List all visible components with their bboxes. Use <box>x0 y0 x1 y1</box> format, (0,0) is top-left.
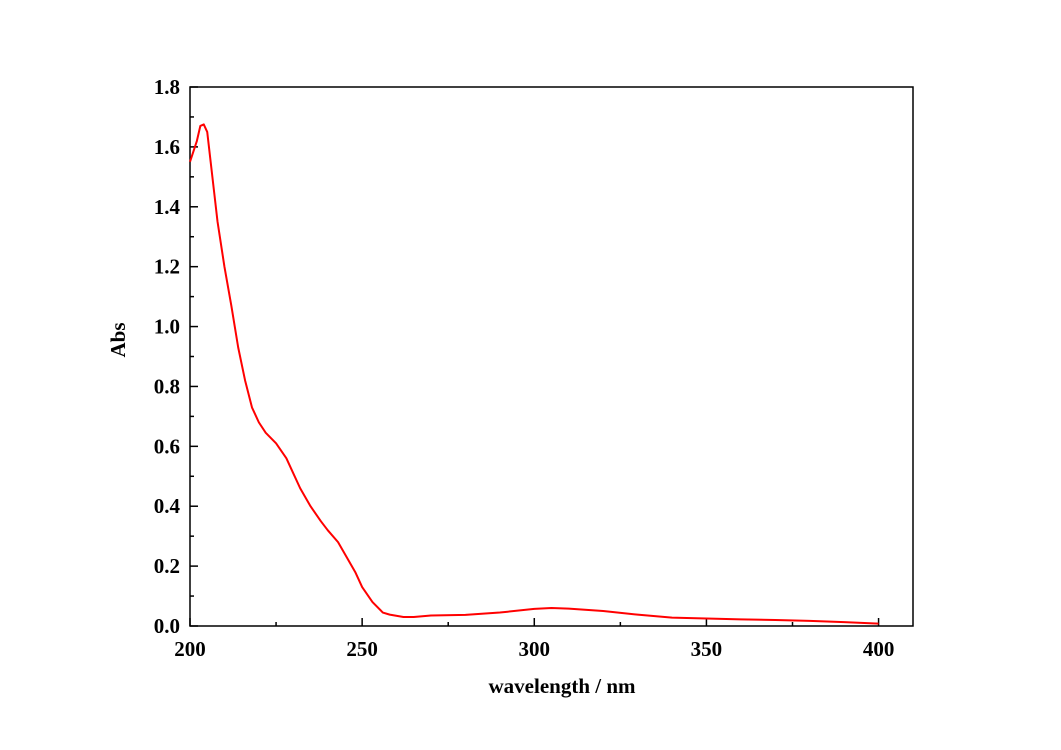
x-axis-title: wavelength / nm <box>489 674 637 698</box>
y-axis-title: Abs <box>106 322 130 357</box>
y-tick-label: 0.8 <box>154 374 180 398</box>
y-tick-label: 0.6 <box>154 434 180 458</box>
x-tick-label: 250 <box>346 637 378 661</box>
x-tick-label: 300 <box>519 637 551 661</box>
x-tick-label: 350 <box>691 637 723 661</box>
y-tick-label: 1.8 <box>154 75 180 99</box>
y-tick-label: 1.0 <box>154 315 180 339</box>
y-tick-label: 1.2 <box>154 255 180 279</box>
y-tick-label: 0.0 <box>154 614 180 638</box>
y-tick-label: 0.2 <box>154 554 180 578</box>
y-tick-label: 1.4 <box>154 195 181 219</box>
y-tick-label: 0.4 <box>154 494 181 518</box>
data-line <box>189 123 879 625</box>
x-tick-label: 400 <box>863 637 895 661</box>
y-tick-label: 1.6 <box>154 135 180 159</box>
plot-frame <box>189 86 914 627</box>
x-tick-label: 200 <box>174 637 206 661</box>
